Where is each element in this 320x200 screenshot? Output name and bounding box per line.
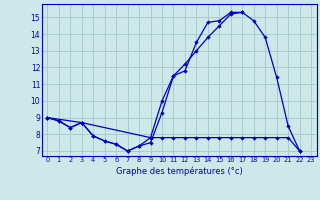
- X-axis label: Graphe des températures (°c): Graphe des températures (°c): [116, 166, 243, 176]
